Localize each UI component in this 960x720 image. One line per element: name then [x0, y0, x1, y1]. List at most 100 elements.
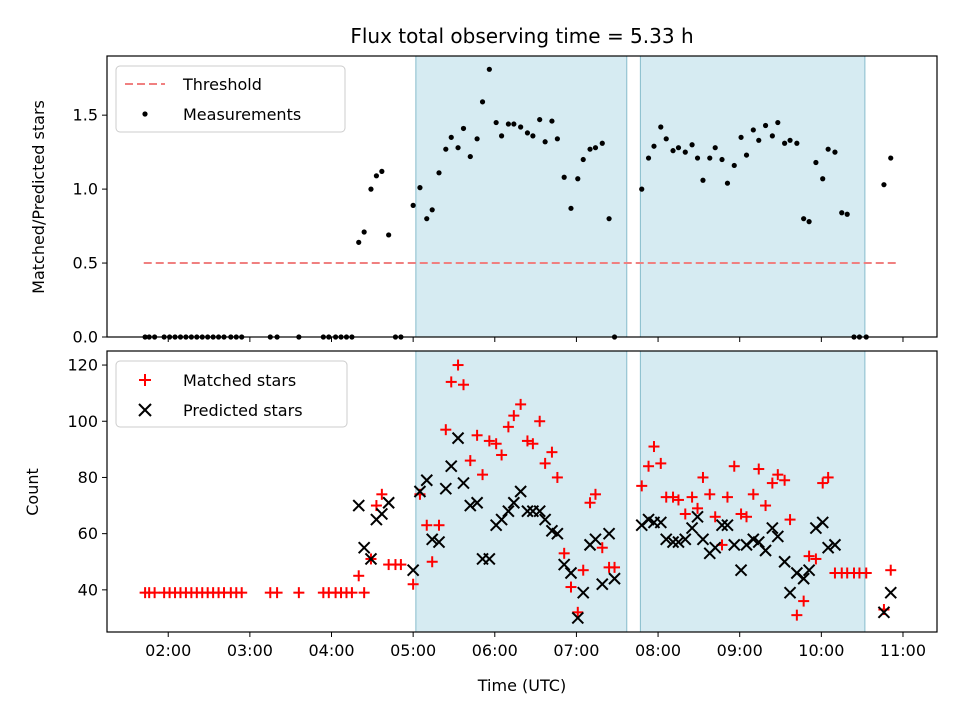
predicted-star-point — [783, 586, 797, 599]
matched-star-point — [452, 359, 464, 371]
matched-star-point — [508, 410, 520, 422]
bottom-shaded-intervals — [415, 350, 866, 633]
measurement-point — [410, 202, 416, 208]
y-tick-label: 80 — [78, 468, 98, 487]
matched-star-point — [609, 561, 621, 573]
predicted-star-point — [721, 519, 734, 532]
measurement-point — [575, 176, 581, 182]
bottom-axes-frame — [106, 350, 938, 633]
measurement-point — [712, 145, 718, 151]
predicted-star-point — [502, 504, 515, 518]
matched-star-point — [527, 438, 539, 450]
measurement-point — [731, 162, 737, 169]
predicted-star-point — [679, 533, 692, 546]
top-axes-frame — [106, 55, 938, 338]
predicted-star-point — [828, 538, 842, 552]
measurement-point — [524, 130, 531, 136]
y-tick-label: 0.5 — [73, 254, 98, 273]
predicted-star-point — [357, 541, 371, 554]
measurement-point — [518, 124, 524, 130]
measurement-point — [549, 118, 555, 124]
measurements-legend-label: Measurements — [183, 105, 301, 124]
x-tick-label: 08:00 — [635, 641, 681, 660]
measurement-point — [417, 185, 423, 191]
matched-star-point — [686, 491, 698, 503]
predicted-star-point — [771, 530, 785, 543]
predicted-star-point — [464, 499, 477, 512]
measurement-point — [599, 140, 605, 146]
measurement-point — [580, 156, 586, 163]
measurement-point — [675, 145, 682, 151]
y-tick-label: 60 — [78, 524, 98, 543]
matched-star-point — [464, 455, 476, 467]
matched-star-point — [766, 477, 778, 489]
y-tick-label: 100 — [67, 412, 98, 431]
bottom-y-axis-label: Count — [23, 468, 42, 516]
matched-star-point — [546, 446, 558, 458]
predicted-star-point — [672, 535, 685, 549]
predicted-star-point — [685, 521, 699, 535]
y-tick-label: 40 — [78, 580, 98, 599]
predicted-star-point — [470, 496, 484, 509]
measurement-point — [424, 216, 430, 222]
measurement-point — [379, 168, 385, 174]
matched-stars-legend-swatch — [139, 374, 151, 386]
predicted-stars-legend-label: Predicted stars — [183, 401, 303, 420]
matched-star-point — [426, 556, 438, 568]
measurement-point — [700, 177, 706, 183]
matched-star-point — [704, 488, 716, 500]
measurement-point — [429, 207, 435, 213]
bottom-legend-box — [115, 360, 348, 428]
matched-star-point — [672, 494, 684, 506]
y-tick-label: 120 — [67, 356, 98, 375]
measurement-point — [801, 216, 807, 222]
predicted-star-point — [571, 611, 584, 625]
matched-star-point — [395, 559, 407, 571]
bottom-legend: Matched stars Predicted stars — [115, 360, 348, 428]
predicted-star-point — [884, 586, 897, 599]
predicted-star-point — [728, 538, 741, 552]
matched-star-point — [803, 550, 815, 562]
measurement-point — [769, 133, 775, 139]
measurement-point — [467, 153, 473, 160]
matched-star-point — [791, 609, 803, 621]
matched-star-point — [709, 511, 721, 523]
predicted-star-point — [564, 566, 578, 580]
measurement-point — [542, 139, 548, 145]
matched-stars-legend-label: Matched stars — [183, 371, 296, 390]
predicted-star-point — [766, 521, 779, 535]
matched-star-point — [810, 553, 822, 565]
predicted-star-point — [715, 519, 729, 532]
measurement-point — [373, 173, 380, 179]
predicted-star-point — [457, 476, 470, 490]
measurement-point — [881, 182, 887, 188]
matched-star-point — [236, 587, 248, 599]
measurement-point — [436, 170, 442, 176]
measurement-point — [689, 142, 695, 148]
star-count-points — [139, 359, 897, 625]
measurement-point — [743, 152, 750, 158]
matched-star-point — [747, 488, 759, 500]
matched-star-point — [636, 480, 648, 492]
measurement-point — [356, 239, 362, 245]
matched-star-point — [772, 469, 784, 481]
top-legend-box — [115, 65, 346, 133]
predicted-star-point — [495, 513, 508, 526]
matched-star-point — [496, 449, 508, 461]
predicted-star-point — [666, 535, 680, 549]
predicted-star-point — [425, 533, 439, 546]
measurement-point — [794, 140, 800, 146]
measurement-point — [738, 134, 744, 140]
bottom-y-ticks: 40 60 80 100 120 — [67, 356, 107, 599]
matched-star-point — [457, 379, 469, 391]
predicted-star-point — [451, 431, 465, 445]
measurement-point — [606, 216, 612, 222]
predicted-star-point — [406, 563, 420, 577]
predicted-star-point — [752, 535, 765, 549]
predicted-star-point — [439, 482, 453, 495]
predicted-star-point — [660, 533, 673, 546]
predicted-stars-legend-swatch — [138, 403, 152, 417]
matched-star-point — [741, 511, 753, 523]
measurement-point — [750, 127, 756, 133]
